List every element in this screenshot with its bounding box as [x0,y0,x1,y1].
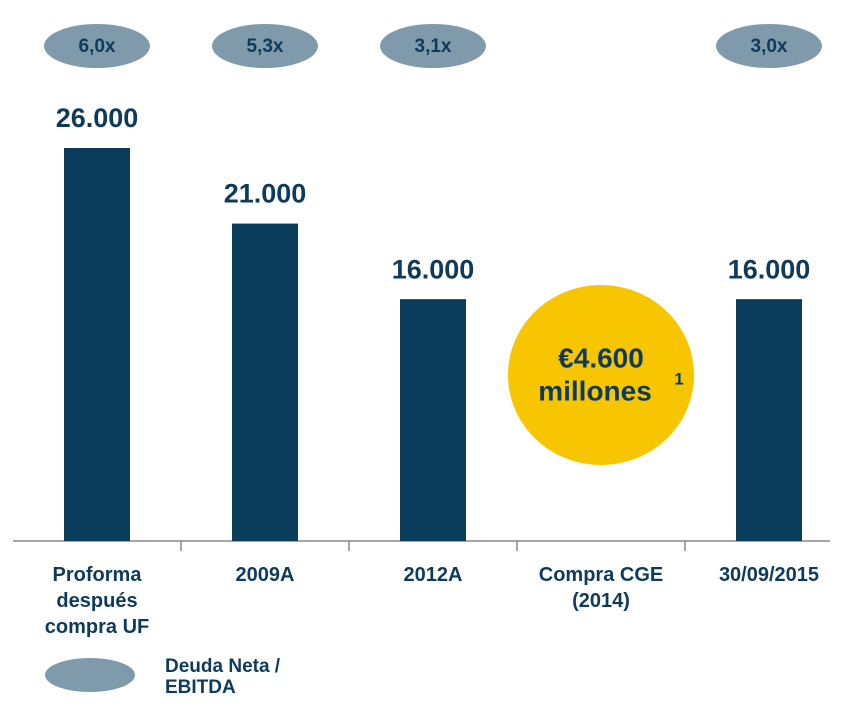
bar [64,148,130,541]
bar [400,299,466,541]
x-tick-label: 30/09/2015 [719,564,819,586]
annotation-circle [508,285,694,465]
legend-swatch [45,658,135,692]
value-label: 16.000 [392,254,475,284]
x-tick-label: Compra CGE (2014) [539,564,663,612]
annotation-footnote: 1 [674,369,683,388]
value-label: 26.000 [56,103,139,133]
ratio-label: 5,3x [247,36,284,57]
ratio-badge [716,24,822,68]
ratio-label: 3,0x [751,36,788,57]
bar [232,223,298,542]
x-tick-label: Proforma después compra UF [45,564,149,638]
value-label: 16.000 [728,254,811,284]
bar [736,299,802,541]
annotation-text: €4.600 [558,342,644,373]
ratio-badge [44,24,150,68]
x-tick-label: 2009A [236,564,295,586]
ratio-badge [380,24,486,68]
ratio-badge [212,24,318,68]
x-tick-label: 2012A [404,564,463,586]
value-label: 21.000 [224,179,307,209]
annotation-text: millones [538,375,652,406]
legend-label: Deuda Neta / EBITDA [165,656,281,698]
ratio-label: 6,0x [79,36,116,57]
ratio-label: 3,1x [415,36,452,57]
